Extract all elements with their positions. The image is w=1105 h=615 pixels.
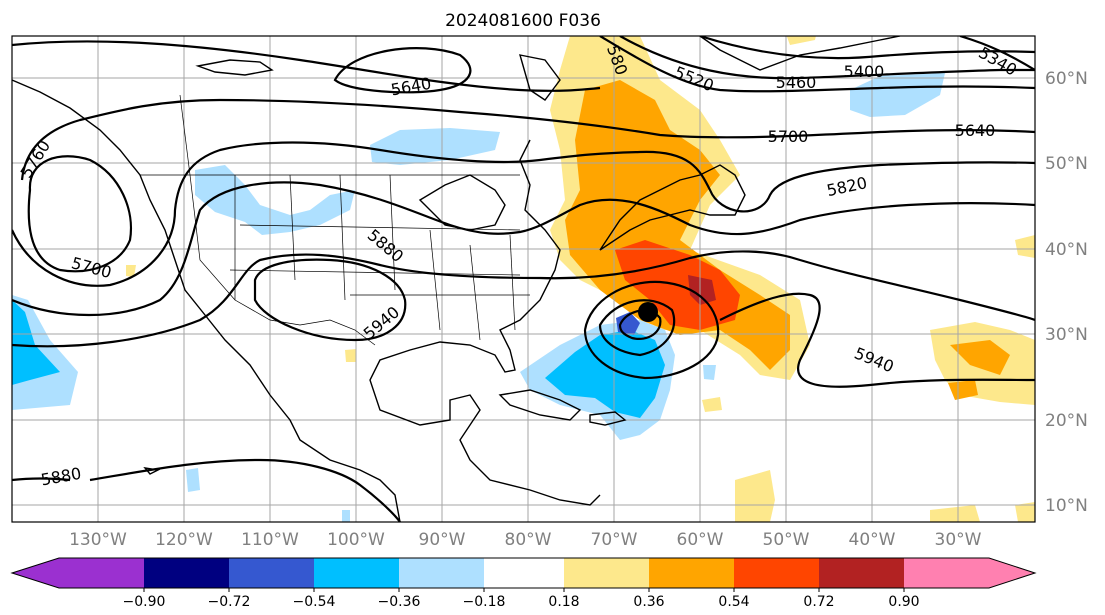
lon-label: 100°W (327, 530, 385, 550)
colorbar-segment (314, 558, 399, 588)
lat-label: 40°N (1045, 240, 1088, 260)
lon-label: 60°W (677, 530, 724, 550)
contour-label: 5640 (955, 121, 996, 140)
colorbar-segment (564, 558, 649, 588)
lon-label: 90°W (419, 530, 466, 550)
colorbar-tick-label: 0.54 (718, 594, 749, 610)
contour-label: 5700 (768, 127, 809, 146)
lat-label: 60°N (1045, 69, 1088, 89)
map-title: 2024081600 F036 (445, 11, 601, 31)
colorbar-segment (819, 558, 904, 588)
lon-label: 70°W (591, 530, 638, 550)
lon-label: 80°W (505, 530, 552, 550)
colorbar-segment (484, 558, 564, 588)
latitude-labels: 60°N 50°N 40°N 30°N 20°N 10°N (1045, 69, 1088, 516)
colorbar-tick-label: −0.90 (123, 594, 166, 610)
colorbar-segment (229, 558, 314, 588)
height-contours (12, 36, 1035, 522)
colorbar-tick-label: −0.18 (463, 594, 506, 610)
political-borders (140, 94, 530, 346)
graticule (12, 36, 1035, 522)
colorbar-tick-label: −0.54 (293, 594, 336, 610)
colorbar-segment (144, 558, 229, 588)
colorbar-extend-low (12, 558, 59, 588)
colorbar-tick-label: 0.18 (548, 594, 579, 610)
contour-label: 5400 (844, 62, 885, 81)
colorbar-segment (734, 558, 819, 588)
lat-label: 50°N (1045, 154, 1088, 174)
colorbar-segment (649, 558, 734, 588)
colorbar-tick-label: 0.72 (803, 594, 834, 610)
colorbar-segment (59, 558, 144, 588)
map-frame (11, 35, 1036, 523)
lat-label: 20°N (1045, 411, 1088, 431)
colorbar-tick-label: −0.72 (208, 594, 251, 610)
colorbar-tick-label: 0.36 (633, 594, 664, 610)
longitude-labels: 130°W 120°W 110°W 100°W 90°W 80°W 70°W 6… (69, 530, 982, 550)
colorbar-ticks (143, 588, 905, 592)
lat-label: 30°N (1045, 325, 1088, 345)
colorbar-segment (904, 558, 989, 588)
map-area: 5640 5520 5460 5400 5340 5700 5640 5820 … (12, 36, 1035, 522)
lon-label: 130°W (69, 530, 127, 550)
lon-label: 110°W (241, 530, 299, 550)
colorbar-segment (399, 558, 484, 588)
colorbar-tick-label: −0.36 (378, 594, 421, 610)
storm-center-marker (638, 302, 658, 322)
lon-label: 120°W (155, 530, 213, 550)
colorbar: −0.90 −0.72 −0.54 −0.36 −0.18 0.18 0.36 … (10, 557, 1037, 610)
lon-label: 50°W (763, 530, 810, 550)
lon-label: 40°W (849, 530, 896, 550)
positive-anomaly-shading (126, 36, 1035, 522)
lat-label: 10°N (1045, 496, 1088, 516)
colorbar-tick-label: 0.90 (888, 594, 919, 610)
colorbar-extend-high (989, 558, 1035, 588)
coastlines (12, 36, 901, 522)
contour-label: 5460 (776, 73, 817, 92)
colorbar-outline (10, 557, 1037, 589)
lon-label: 30°W (935, 530, 982, 550)
